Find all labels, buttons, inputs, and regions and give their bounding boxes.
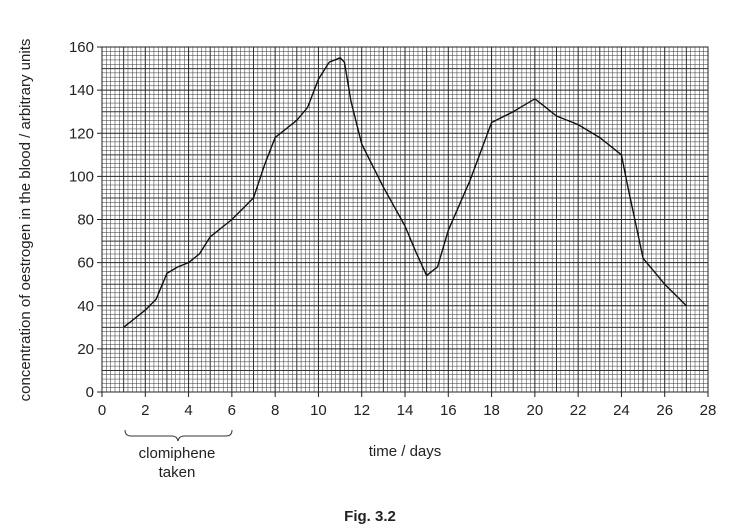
y-axis-label: concentration of oestrogen in the blood … [17, 39, 34, 402]
x-tick-label: 6 [228, 402, 236, 419]
x-tick-label: 22 [570, 402, 587, 419]
x-tick-label: 26 [656, 402, 673, 419]
x-tick-label: 0 [98, 402, 106, 419]
x-tick-label: 20 [527, 402, 544, 419]
y-tick-label: 80 [77, 212, 94, 229]
brace [124, 429, 233, 442]
x-tick-label: 2 [141, 402, 149, 419]
y-tick-label: 120 [69, 125, 94, 142]
data-line [123, 57, 687, 328]
x-tick-label: 12 [353, 402, 370, 419]
y-tick-label: 60 [77, 255, 94, 272]
annotation: clomiphene taken [138, 445, 216, 481]
y-tick-label: 100 [69, 168, 94, 185]
y-tick-label: 20 [77, 341, 94, 358]
y-tick-label: 160 [69, 39, 94, 56]
x-tick-label: 16 [440, 402, 457, 419]
x-tick-label: 14 [397, 402, 414, 419]
y-tick-label: 0 [86, 384, 94, 401]
y-tick-label: 140 [69, 82, 94, 99]
plot-frame [101, 46, 709, 393]
x-tick-label: 24 [613, 402, 630, 419]
x-tick-label: 4 [184, 402, 192, 419]
x-tick-label: 28 [700, 402, 717, 419]
figure-caption: Fig. 3.2 [344, 508, 396, 525]
x-axis-label: time / days [369, 443, 442, 460]
x-tick-label: 8 [271, 402, 279, 419]
x-tick-label: 18 [483, 402, 500, 419]
x-tick-label: 10 [310, 402, 327, 419]
y-tick-label: 40 [77, 298, 94, 315]
